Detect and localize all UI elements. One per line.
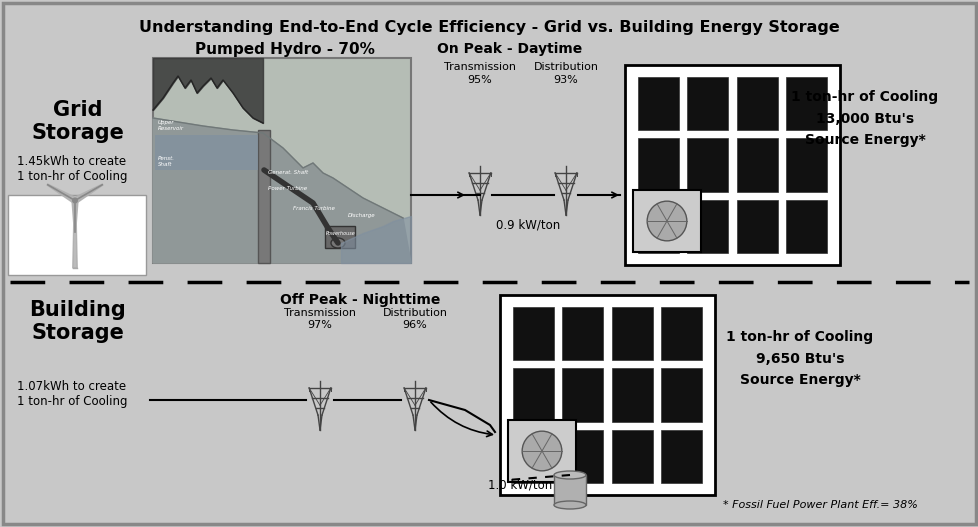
Text: 96%: 96%: [402, 320, 427, 330]
Bar: [500, 295, 714, 495]
Text: 1 ton-hr of Cooling: 1 ton-hr of Cooling: [790, 90, 938, 104]
Text: Building
Storage: Building Storage: [29, 300, 126, 343]
Ellipse shape: [331, 238, 344, 248]
Text: Powerhouse: Powerhouse: [326, 231, 355, 236]
Bar: [638, 138, 678, 192]
Bar: [325, 226, 355, 248]
Text: Understanding End-to-End Cycle Efficiency - Grid vs. Building Energy Storage: Understanding End-to-End Cycle Efficienc…: [139, 20, 839, 35]
Bar: [660, 307, 701, 360]
Bar: [554, 475, 586, 505]
Polygon shape: [153, 118, 411, 263]
Text: 0.9 kW/ton: 0.9 kW/ton: [496, 218, 559, 231]
Bar: [633, 190, 700, 252]
Text: Power Turbine: Power Turbine: [268, 186, 307, 191]
Bar: [561, 430, 602, 483]
Bar: [687, 77, 728, 130]
Text: Francis Turbine: Francis Turbine: [292, 206, 334, 211]
Bar: [785, 77, 826, 130]
Bar: [155, 135, 258, 170]
Bar: [508, 420, 575, 482]
Text: Grid
Storage: Grid Storage: [31, 100, 124, 143]
Polygon shape: [72, 200, 77, 268]
Text: Transmission: Transmission: [444, 62, 515, 72]
Bar: [8, 195, 146, 275]
Text: Source Energy*: Source Energy*: [738, 373, 860, 387]
Text: Source Energy*: Source Energy*: [804, 133, 924, 147]
Text: 1.07kWh to create
1 ton-hr of Cooling: 1.07kWh to create 1 ton-hr of Cooling: [17, 380, 127, 408]
Circle shape: [72, 198, 77, 203]
Text: 1.0 kW/ton: 1.0 kW/ton: [487, 478, 552, 491]
Bar: [561, 307, 602, 360]
Text: 1 ton-hr of Cooling: 1 ton-hr of Cooling: [726, 330, 872, 344]
Bar: [687, 138, 728, 192]
Bar: [687, 200, 728, 253]
Text: Upper
Reservoir: Upper Reservoir: [157, 120, 184, 131]
Ellipse shape: [554, 471, 586, 479]
Text: Distribution: Distribution: [533, 62, 598, 72]
Bar: [785, 200, 826, 253]
Bar: [624, 65, 839, 265]
Bar: [660, 368, 701, 422]
Bar: [512, 430, 554, 483]
Bar: [153, 58, 411, 263]
Text: Distribution: Distribution: [382, 308, 447, 318]
Text: Pumped Hydro - 70%: Pumped Hydro - 70%: [195, 42, 375, 57]
Text: 97%: 97%: [307, 320, 333, 330]
Text: 9,650 Btu's: 9,650 Btu's: [755, 352, 843, 366]
Text: 95%: 95%: [467, 75, 492, 85]
Text: Penst.
Shaft: Penst. Shaft: [157, 156, 175, 167]
Bar: [561, 368, 602, 422]
Text: 1.45kWh to create
1 ton-hr of Cooling: 1.45kWh to create 1 ton-hr of Cooling: [17, 155, 127, 183]
Bar: [736, 77, 777, 130]
Bar: [512, 307, 554, 360]
Text: Transmission: Transmission: [284, 308, 356, 318]
Bar: [611, 430, 652, 483]
Polygon shape: [72, 200, 78, 232]
Text: 13,000 Btu's: 13,000 Btu's: [815, 112, 913, 126]
Bar: [638, 77, 678, 130]
Bar: [736, 138, 777, 192]
Polygon shape: [73, 184, 103, 203]
Bar: [638, 200, 678, 253]
Text: 93%: 93%: [554, 75, 578, 85]
Bar: [611, 307, 652, 360]
Bar: [258, 130, 270, 263]
Bar: [785, 138, 826, 192]
Polygon shape: [47, 184, 76, 203]
Bar: [736, 200, 777, 253]
Text: * Fossil Fuel Power Plant Eff.= 38%: * Fossil Fuel Power Plant Eff.= 38%: [722, 500, 916, 510]
Bar: [660, 430, 701, 483]
Circle shape: [646, 201, 687, 241]
Text: Generat. Shaft: Generat. Shaft: [268, 170, 308, 175]
Ellipse shape: [554, 501, 586, 509]
Text: Off Peak - Nighttime: Off Peak - Nighttime: [280, 293, 440, 307]
Bar: [611, 368, 652, 422]
Circle shape: [521, 431, 561, 471]
Text: Discharge: Discharge: [347, 213, 376, 218]
Bar: [512, 368, 554, 422]
Text: On Peak - Daytime: On Peak - Daytime: [437, 42, 582, 56]
